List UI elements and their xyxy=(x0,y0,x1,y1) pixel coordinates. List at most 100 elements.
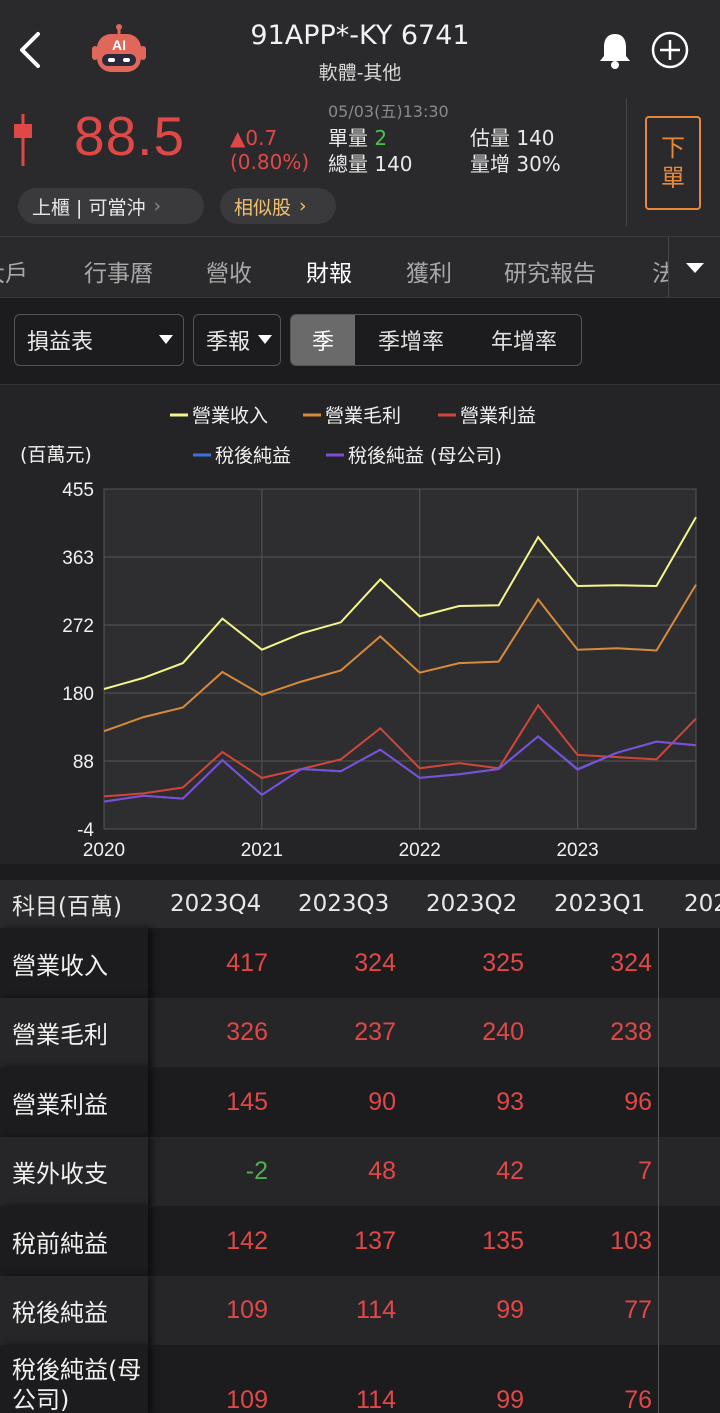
add-watchlist-icon[interactable] xyxy=(650,30,690,70)
estimated-volume-label: 估量 xyxy=(470,126,510,150)
stock-header: AI 91APP*-KY 6741 軟體-其他 88.5 ▲0.7 (0.80%… xyxy=(0,0,720,236)
row-label: 營業毛利 xyxy=(0,997,148,1068)
table-row[interactable]: 營業毛利 326 237 240 238 xyxy=(0,997,720,1068)
y-tick-label: 180 xyxy=(62,684,94,705)
legend-label: 營業利益 xyxy=(460,405,536,427)
table-cell: 417 xyxy=(226,948,268,977)
segment-quarter[interactable]: 季 xyxy=(291,315,355,365)
similar-stocks-pill[interactable]: 相似股 › xyxy=(220,188,336,224)
tabs-expand-button[interactable] xyxy=(668,237,720,297)
table-row[interactable]: 稅後純益(母公司) 109 114 99 76 xyxy=(0,1345,720,1413)
table-row[interactable]: 業外收支 -2 48 42 7 xyxy=(0,1136,720,1207)
table-row[interactable]: 營業收入 417 324 325 324 xyxy=(0,928,720,998)
triangle-down-icon xyxy=(258,335,272,344)
y-axis-label: (百萬元) xyxy=(20,444,92,466)
section-tabs: 大戶 行事曆 營收 財報 獲利 研究報告 法 xyxy=(0,236,720,298)
chevron-right-icon: › xyxy=(299,195,307,217)
table-cell: 324 xyxy=(354,948,396,977)
table-cell: 7 xyxy=(638,1157,652,1185)
table-cell: 76 xyxy=(624,1386,652,1413)
row-label: 業外收支 xyxy=(0,1136,148,1207)
table-row[interactable]: 稅前純益 142 137 135 103 xyxy=(0,1206,720,1276)
estimated-volume: 估量 140 xyxy=(470,122,555,151)
financial-chart: 455 363 272 180 88 -4 2020 2021 2022 2023 (百萬元) 營業收… xyxy=(0,384,720,864)
table-cell: 109 xyxy=(226,1386,268,1413)
x-tick-label: 2022 xyxy=(399,840,441,861)
table-cell: 77 xyxy=(624,1296,652,1324)
chevron-right-icon: › xyxy=(153,195,162,217)
row-label: 稅後純益 xyxy=(0,1275,148,1346)
y-tick-label: -4 xyxy=(77,820,94,841)
x-tick-label: 2023 xyxy=(556,840,598,861)
unit-volume-label: 單量 xyxy=(328,126,368,150)
column-divider xyxy=(658,928,659,1413)
table-cell: 324 xyxy=(610,948,652,977)
statement-dropdown-value: 損益表 xyxy=(27,330,94,355)
y-tick-label: 272 xyxy=(62,616,94,637)
tab-financial-reports[interactable]: 財報 xyxy=(306,261,352,287)
table-cell: 135 xyxy=(482,1226,524,1255)
table-cell: 240 xyxy=(482,1018,524,1046)
row-label: 營業收入 xyxy=(0,928,148,998)
financial-table: 科目(百萬) 2023Q4 2023Q3 2023Q2 2023Q1 202 營業收入 417… xyxy=(0,880,720,1413)
table-cell: 96 xyxy=(624,1087,652,1116)
ai-label: AI xyxy=(112,37,126,53)
row-label: 稅後純益(母公司) xyxy=(0,1345,148,1413)
triangle-down-icon xyxy=(686,263,704,273)
legend-label: 稅後純益 xyxy=(215,445,291,467)
table-cell: 145 xyxy=(226,1087,268,1116)
volume-increase-value: 30% xyxy=(516,152,561,176)
tab-calendar[interactable]: 行事曆 xyxy=(84,261,153,287)
segment-qoq[interactable]: 季增率 xyxy=(377,330,444,355)
row-label: 營業利益 xyxy=(0,1067,148,1137)
legend-label: 營業毛利 xyxy=(325,405,401,427)
ai-robot-icon[interactable]: AI xyxy=(90,24,148,74)
segment-yoy[interactable]: 年增率 xyxy=(490,330,557,355)
market-pill-label: 上櫃 | 可當沖 xyxy=(32,196,146,219)
order-button[interactable]: 下單 xyxy=(645,116,701,210)
table-cell: 99 xyxy=(496,1386,524,1413)
series-line-5 xyxy=(103,735,697,803)
table-cell: 137 xyxy=(354,1226,396,1255)
table-column-header[interactable]: 202 xyxy=(684,891,720,917)
period-dropdown[interactable]: 季報 xyxy=(193,314,281,366)
table-cell: 238 xyxy=(610,1018,652,1046)
table-cell: 142 xyxy=(226,1226,268,1255)
table-row[interactable]: 稅後純益 109 114 99 77 xyxy=(0,1275,720,1346)
table-column-header[interactable]: 2023Q4 xyxy=(170,891,262,917)
table-column-header[interactable]: 2023Q3 xyxy=(298,891,390,917)
unit-volume-value: 2 xyxy=(374,126,388,150)
table-column-header[interactable]: 2023Q1 xyxy=(554,891,646,917)
table-row[interactable]: 營業利益 145 90 93 96 xyxy=(0,1067,720,1137)
table-cell: 99 xyxy=(496,1296,524,1324)
price-change-pct: (0.80%) xyxy=(230,150,310,174)
back-icon[interactable] xyxy=(14,30,50,70)
bell-icon[interactable] xyxy=(596,30,634,70)
legend-label: 稅後純益 (母公司) xyxy=(348,445,502,467)
total-volume: 總量 140 xyxy=(328,148,413,177)
table-column-header[interactable]: 2023Q2 xyxy=(426,891,518,917)
plot-area xyxy=(103,488,697,830)
table-cell: 326 xyxy=(226,1018,268,1046)
series-line-3 xyxy=(103,703,697,798)
stock-title: 91APP*-KY 6741 xyxy=(250,20,470,51)
tab-profit[interactable]: 獲利 xyxy=(406,261,452,287)
volume-increase: 量增 30% xyxy=(470,148,561,177)
volume-increase-label: 量增 xyxy=(470,152,510,176)
legend-label: 營業收入 xyxy=(192,405,268,427)
table-cell: 237 xyxy=(354,1018,396,1046)
table-cell: 42 xyxy=(496,1157,524,1185)
estimated-volume-value: 140 xyxy=(516,126,555,150)
table-cell: 114 xyxy=(356,1386,396,1413)
x-tick-label: 2020 xyxy=(83,840,125,861)
market-pill[interactable]: 上櫃 | 可當沖 › xyxy=(18,188,204,224)
table-header: 科目(百萬) 2023Q4 2023Q3 2023Q2 2023Q1 202 xyxy=(0,880,720,928)
tab-research-reports[interactable]: 研究報告 xyxy=(504,261,596,287)
tab-revenue[interactable]: 營收 xyxy=(206,261,252,287)
tab-major-holders[interactable]: 大戶 xyxy=(0,261,28,287)
table-cell: 48 xyxy=(368,1157,396,1185)
statement-dropdown[interactable]: 損益表 xyxy=(14,314,184,366)
row-label: 稅前純益 xyxy=(0,1206,148,1276)
series-line-1 xyxy=(103,516,697,690)
